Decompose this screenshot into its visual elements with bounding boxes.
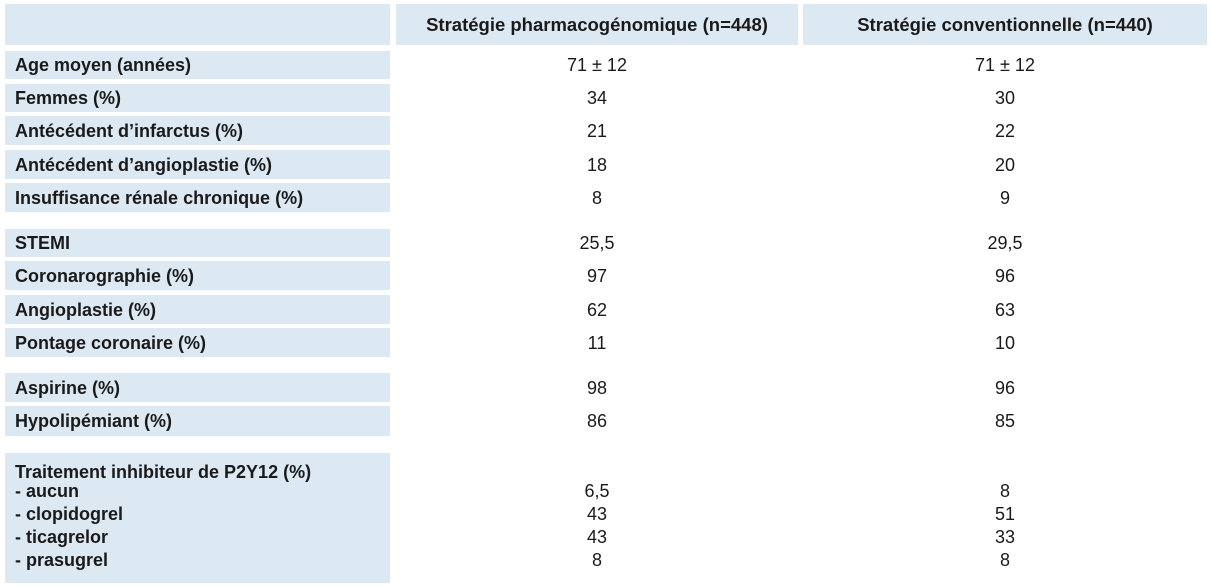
row-label-pontage: Pontage coronaire (%) xyxy=(5,328,390,357)
p2y12-value-aucun-conv: 8 xyxy=(999,481,1010,501)
row-label-infarctus: Antécédent d’infarctus (%) xyxy=(5,116,390,145)
row-value-angioplastie-pharmaco: 62 xyxy=(586,299,608,320)
p2y12-value-clopidogrel-conv: 51 xyxy=(994,504,1016,524)
row-value-angioplastie-hist-pharmaco: 18 xyxy=(586,154,608,175)
row-label-stemi: STEMI xyxy=(5,229,390,257)
row-label-insuffisance-renale: Insuffisance rénale chronique (%) xyxy=(5,183,390,212)
p2y12-item-label-aucun: - aucun xyxy=(15,481,80,501)
row-value-infarctus-conv: 22 xyxy=(994,120,1016,141)
row-value-insuffisance-renale-conv: 9 xyxy=(999,187,1010,208)
row-label-angioplastie-hist: Antécédent d’angioplastie (%) xyxy=(5,150,390,179)
row-label-aspirine: Aspirine (%) xyxy=(5,373,390,402)
row-value-aspirine-conv: 96 xyxy=(994,377,1016,398)
p2y12-value-prasugrel-conv: 8 xyxy=(999,550,1010,570)
row-value-hypolipemiant-pharmaco: 86 xyxy=(586,411,608,431)
row-value-age-conv: 71 ± 12 xyxy=(975,55,1035,75)
row-label-angioplastie: Angioplastie (%) xyxy=(5,295,390,324)
row-label-hypolipemiant: Hypolipémiant (%) xyxy=(5,406,390,436)
row-value-coronarographie-conv: 96 xyxy=(994,265,1016,286)
row-value-pontage-pharmaco: 11 xyxy=(587,332,607,353)
row-label-coronarographie: Coronarographie (%) xyxy=(5,261,390,290)
p2y12-value-ticagrelor-pharmaco: 43 xyxy=(586,527,608,547)
header-col-conventional: Stratégie conventionnelle (n=440) xyxy=(803,4,1207,45)
row-value-insuffisance-renale-pharmaco: 8 xyxy=(591,187,602,208)
row-value-age-pharmaco: 71 ± 12 xyxy=(567,55,627,75)
p2y12-item-label-ticagrelor: - ticagrelor xyxy=(15,527,109,547)
p2y12-item-label-prasugrel: - prasugrel xyxy=(15,550,109,570)
p2y12-value-clopidogrel-pharmaco: 43 xyxy=(586,504,608,524)
p2y12-label-cell: Traitement inhibiteur de P2Y12 (%) - auc… xyxy=(5,453,390,583)
p2y12-values-pharmaco: 6,5 43 43 8 xyxy=(396,453,798,583)
row-value-femmes-conv: 30 xyxy=(994,88,1016,108)
row-value-angioplastie-conv: 63 xyxy=(994,299,1016,320)
p2y12-values-conv: 8 51 33 8 xyxy=(803,453,1207,583)
row-value-coronarographie-pharmaco: 97 xyxy=(586,265,608,286)
header-blank-cell xyxy=(5,4,390,45)
row-value-infarctus-pharmaco: 21 xyxy=(586,120,608,141)
row-value-pontage-conv: 10 xyxy=(994,332,1016,353)
p2y12-item-label-clopidogrel: - clopidogrel xyxy=(15,504,123,524)
p2y12-value-prasugrel-pharmaco: 8 xyxy=(591,550,602,570)
row-label-age: Age moyen (années) xyxy=(5,51,390,79)
row-value-stemi-conv: 29,5 xyxy=(987,233,1023,253)
row-value-angioplastie-hist-conv: 20 xyxy=(994,154,1016,175)
row-value-femmes-pharmaco: 34 xyxy=(586,88,608,108)
p2y12-value-ticagrelor-conv: 33 xyxy=(994,527,1016,547)
p2y12-value-aucun-pharmaco: 6,5 xyxy=(584,481,610,501)
p2y12-title: Traitement inhibiteur de P2Y12 (%) xyxy=(15,462,312,482)
header-col-pharmacogenomic: Stratégie pharmacogénomique (n=448) xyxy=(396,4,798,45)
row-value-hypolipemiant-conv: 85 xyxy=(994,411,1016,431)
row-value-aspirine-pharmaco: 98 xyxy=(586,377,608,398)
row-label-femmes: Femmes (%) xyxy=(5,84,390,112)
row-value-stemi-pharmaco: 25,5 xyxy=(579,233,615,253)
